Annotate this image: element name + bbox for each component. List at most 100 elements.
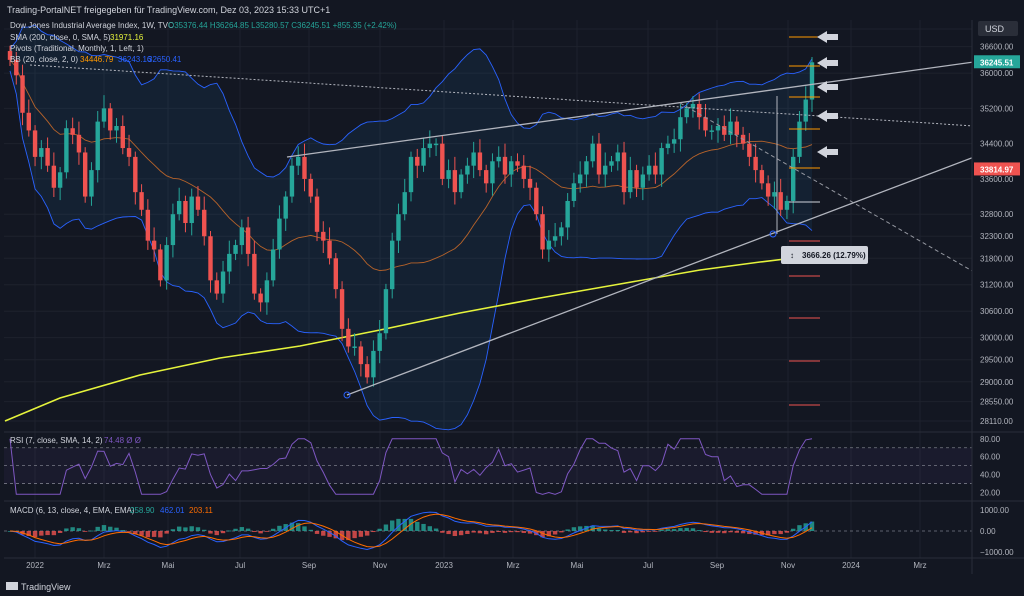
candle-body xyxy=(678,117,683,140)
candle-body xyxy=(778,192,783,210)
axes: 37000.0036600.0036000.0035200.0034400.00… xyxy=(4,20,1024,574)
candle-body xyxy=(747,143,752,157)
macd-histogram-bar xyxy=(158,531,163,538)
candle-body xyxy=(615,152,620,162)
macd-histogram-bar xyxy=(352,531,357,539)
candle-body xyxy=(64,128,69,173)
trendlines[interactable]: ↕ 3666.26 (12.79%) xyxy=(29,61,974,399)
price-tick-label: 30000.00 xyxy=(980,334,1014,343)
rsi-tick-label: 40.00 xyxy=(980,471,1001,480)
price-tick-label: 34400.00 xyxy=(980,140,1014,149)
macd-histogram-bar xyxy=(308,529,313,531)
macd-histogram-bar xyxy=(709,531,714,533)
price-badge xyxy=(974,162,1020,176)
macd-histogram-bar xyxy=(277,525,282,531)
rsi-tick-label: 80.00 xyxy=(980,435,1001,444)
macd-histogram-bar xyxy=(797,525,802,531)
macd-histogram-bar xyxy=(809,521,815,531)
price-tick-label: 36600.00 xyxy=(980,43,1014,52)
candle-body xyxy=(139,192,144,210)
macd-histogram-bar xyxy=(690,528,696,531)
macd-signal-line xyxy=(9,513,813,548)
candle-body xyxy=(126,148,132,157)
macd-histogram-bar xyxy=(609,530,614,531)
dashed-trendline xyxy=(679,102,972,272)
pivots-label: Pivots (Traditional, Monthly, 1, Left, 1… xyxy=(10,44,144,53)
candle-body xyxy=(358,346,364,365)
ohlc-values: O35376.44 H36264.85 L35280.57 C36245.51 … xyxy=(168,21,397,30)
macd-histogram-bar xyxy=(51,531,57,536)
macd-histogram-bar xyxy=(765,531,771,536)
macd-histogram-bar xyxy=(189,526,194,531)
macd-pane[interactable] xyxy=(4,511,972,551)
macd-histogram-bar xyxy=(621,531,627,533)
price-tick-label: 31200.00 xyxy=(980,281,1014,290)
macd-histogram-bar xyxy=(214,531,219,536)
candle-body xyxy=(327,240,332,259)
candle-body xyxy=(314,196,320,232)
macd-histogram-bar xyxy=(76,528,82,531)
candle-body xyxy=(621,152,627,193)
macd-histogram-bar xyxy=(603,529,608,531)
macd-histogram-bar xyxy=(170,529,176,531)
macd-histogram-bar xyxy=(101,525,107,531)
macd-histogram-bar xyxy=(408,518,414,531)
macd-histogram-bar xyxy=(671,529,677,531)
candle-body xyxy=(421,148,426,166)
time-tick-label: Sep xyxy=(302,561,317,570)
candle-body xyxy=(396,214,401,241)
candle-body xyxy=(427,143,432,149)
time-tick-label: Mrz xyxy=(913,561,926,570)
lower-channel-line xyxy=(346,157,972,396)
macd-histogram-bar xyxy=(421,523,426,531)
time-tick-label: 2023 xyxy=(435,561,453,570)
candle-body xyxy=(402,192,407,215)
candle-body xyxy=(440,143,445,179)
candle-body xyxy=(233,245,238,254)
macd-histogram-bar xyxy=(39,531,44,536)
candle-body xyxy=(214,280,219,294)
candle-body xyxy=(540,214,545,250)
macd-histogram-bar xyxy=(571,527,577,531)
macd-histogram-bar xyxy=(82,531,88,532)
macd-histogram-bar xyxy=(753,531,758,535)
candle-body xyxy=(571,183,577,201)
price-tick-label: 32800.00 xyxy=(980,210,1014,219)
indicator-overlays xyxy=(4,24,813,431)
candle-body xyxy=(145,209,151,241)
macd-histogram-bar xyxy=(120,530,125,531)
candle-body xyxy=(227,253,232,272)
candle-body xyxy=(270,249,276,281)
bollinger-upper-line xyxy=(9,24,813,178)
candle-body xyxy=(321,231,326,241)
measure-box[interactable] xyxy=(781,246,868,264)
candle-body xyxy=(515,161,520,166)
candlestick-series[interactable] xyxy=(7,45,815,387)
macd-histogram-bar xyxy=(527,531,533,534)
last-price-label: 36245.51 xyxy=(980,58,1014,67)
macd-histogram-bar xyxy=(327,531,332,537)
macd-histogram-bar xyxy=(483,531,489,535)
currency-label: USD xyxy=(985,24,1005,34)
rsi-pane[interactable] xyxy=(4,438,972,495)
macd-histogram-bar xyxy=(289,522,295,531)
macd-histogram-bar xyxy=(502,531,508,533)
macd-histogram-bar xyxy=(396,518,401,531)
candle-body xyxy=(202,209,207,237)
macd-histogram-bar xyxy=(458,531,464,536)
tradingview-logo[interactable]: TradingView xyxy=(6,582,71,592)
arrow-marker xyxy=(817,57,838,69)
macd-histogram-bar xyxy=(227,530,232,532)
candle-body xyxy=(502,156,508,175)
macd-histogram-bar xyxy=(465,531,470,534)
measure-icon: ↕ xyxy=(790,251,794,260)
candle-body xyxy=(521,165,526,179)
candle-body xyxy=(697,103,702,118)
candle-body xyxy=(477,152,483,171)
macd-histogram-bar xyxy=(151,531,157,537)
macd-hist-value: 258.90 xyxy=(130,506,155,515)
price-tick-label: 28550.00 xyxy=(980,398,1014,407)
price-tick-label: 30600.00 xyxy=(980,307,1014,316)
currency-button[interactable]: USD xyxy=(978,21,1018,36)
